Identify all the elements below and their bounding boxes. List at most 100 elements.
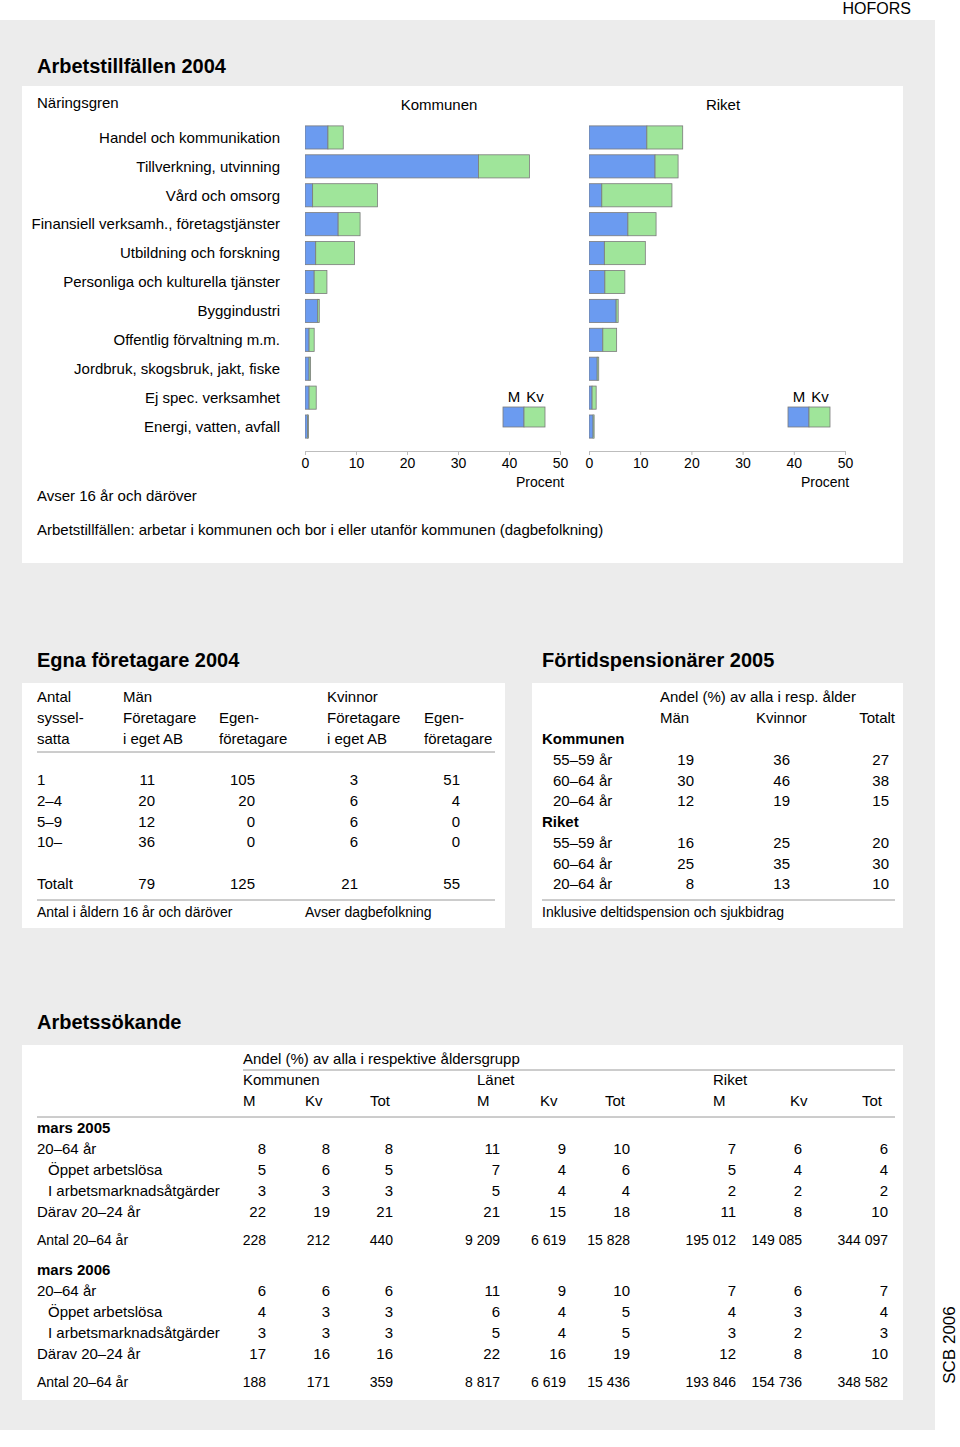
cell: 20 xyxy=(238,792,255,809)
header-cell: Andel (%) av alla i resp. ålder xyxy=(660,688,856,705)
cell: 149 085 xyxy=(751,1232,802,1248)
cell: 7 xyxy=(492,1161,500,1178)
tick-label: 20 xyxy=(400,455,416,471)
chart: Arbetstillfällen 2004NäringsgrenHandel o… xyxy=(22,55,903,563)
cell: 6 xyxy=(322,1161,330,1178)
cell: 6 xyxy=(622,1161,630,1178)
cell: 8 xyxy=(794,1203,802,1220)
header-cell: Kv xyxy=(540,1092,558,1109)
header-cell: Kommunen xyxy=(243,1071,320,1088)
header-cell: M xyxy=(713,1092,726,1109)
tick-label: 10 xyxy=(633,455,649,471)
cell: 15 xyxy=(872,792,889,809)
cell: 4 xyxy=(880,1303,888,1320)
row-label: 20–64 år xyxy=(37,1140,96,1157)
cell: 6 xyxy=(322,1282,330,1299)
cell: 3 xyxy=(728,1324,736,1341)
bar xyxy=(655,155,678,178)
cell: 188 xyxy=(243,1374,267,1390)
cell: 3 xyxy=(258,1324,266,1341)
cell: 20 xyxy=(872,834,889,851)
cell: 25 xyxy=(773,834,790,851)
cell: 9 xyxy=(558,1282,566,1299)
row-label: 55–59 år xyxy=(553,751,612,768)
header-cell: Företagare xyxy=(327,709,400,726)
bar xyxy=(313,184,378,207)
x-axis: 01020304050 xyxy=(302,451,569,471)
cell: 125 xyxy=(230,875,255,892)
panel xyxy=(22,1045,903,1400)
cell: 17 xyxy=(249,1345,266,1362)
row-label: I arbetsmarknadsåtgärder xyxy=(48,1324,220,1341)
cell: 195 012 xyxy=(685,1232,736,1248)
tick: 40 xyxy=(787,451,803,471)
cell: 6 xyxy=(385,1282,393,1299)
cell: 10 xyxy=(613,1140,630,1157)
x-axis: 01020304050 xyxy=(586,451,854,471)
cell: 3 xyxy=(322,1303,330,1320)
row-label: 2–4 xyxy=(37,792,62,809)
cell: 154 736 xyxy=(751,1374,802,1390)
period-label: mars 2006 xyxy=(37,1261,110,1278)
category-label: Personliga och kulturella tjänster xyxy=(63,273,280,290)
cell: 8 xyxy=(385,1140,393,1157)
cell: 22 xyxy=(483,1345,500,1362)
cell: 11 xyxy=(720,1203,736,1220)
cell: 15 828 xyxy=(587,1232,630,1248)
row-label: 20–64 år xyxy=(37,1282,96,1299)
cell: 30 xyxy=(677,772,694,789)
tick-label: 30 xyxy=(735,455,751,471)
row-label: Antal 20–64 år xyxy=(37,1232,128,1248)
cell: 16 xyxy=(376,1345,393,1362)
bar xyxy=(305,328,309,351)
bar xyxy=(309,328,314,351)
header-cell: i eget AB xyxy=(327,730,387,747)
bar xyxy=(597,357,599,380)
bar xyxy=(589,328,603,351)
cell: 22 xyxy=(249,1203,266,1220)
cell: 8 xyxy=(794,1345,802,1362)
cell: 5 xyxy=(622,1324,630,1341)
cell: 6 xyxy=(350,792,358,809)
header-cell: Andel (%) av alla i respektive åldersgru… xyxy=(243,1050,520,1067)
cell: 15 xyxy=(549,1203,566,1220)
cell: 16 xyxy=(677,834,694,851)
cell: 6 xyxy=(350,813,358,830)
category-label: Jordbruk, skogsbruk, jakt, fiske xyxy=(74,360,280,377)
region-name: HOFORS xyxy=(843,0,911,17)
category-label: Ej spec. verksamhet xyxy=(145,389,281,406)
bar xyxy=(589,213,628,236)
cell: 12 xyxy=(677,792,694,809)
cell: 2 xyxy=(794,1182,802,1199)
header-cell: Tot xyxy=(370,1092,391,1109)
row-label: 1 xyxy=(37,771,45,788)
header-cell: Egen- xyxy=(219,709,259,726)
cell: 46 xyxy=(773,772,790,789)
bar xyxy=(305,242,316,265)
axis-title: Näringsgren xyxy=(37,94,119,111)
cell: 440 xyxy=(370,1232,394,1248)
rule xyxy=(542,900,895,901)
bar xyxy=(314,270,327,293)
cell: 6 xyxy=(794,1282,802,1299)
panel xyxy=(22,683,505,928)
cell: 11 xyxy=(484,1282,500,1299)
bar xyxy=(478,155,529,178)
row-label: I arbetsmarknadsåtgärder xyxy=(48,1182,220,1199)
tick: 30 xyxy=(735,451,751,471)
bar xyxy=(308,415,309,438)
cell: 13 xyxy=(773,875,790,892)
cell: 7 xyxy=(880,1282,888,1299)
annotation: Avser 16 år och däröver xyxy=(37,487,197,504)
cell: 3 xyxy=(880,1324,888,1341)
bar xyxy=(309,357,311,380)
row-label: 10– xyxy=(37,833,63,850)
cell: 10 xyxy=(871,1345,888,1362)
cell: 8 xyxy=(322,1140,330,1157)
cell: 20 xyxy=(138,792,155,809)
panel-title: Riket xyxy=(706,96,741,113)
axis-title: Procent xyxy=(801,474,849,490)
row-label: 55–59 år xyxy=(553,834,612,851)
cell: 18 xyxy=(613,1203,630,1220)
axis-line xyxy=(590,451,846,452)
